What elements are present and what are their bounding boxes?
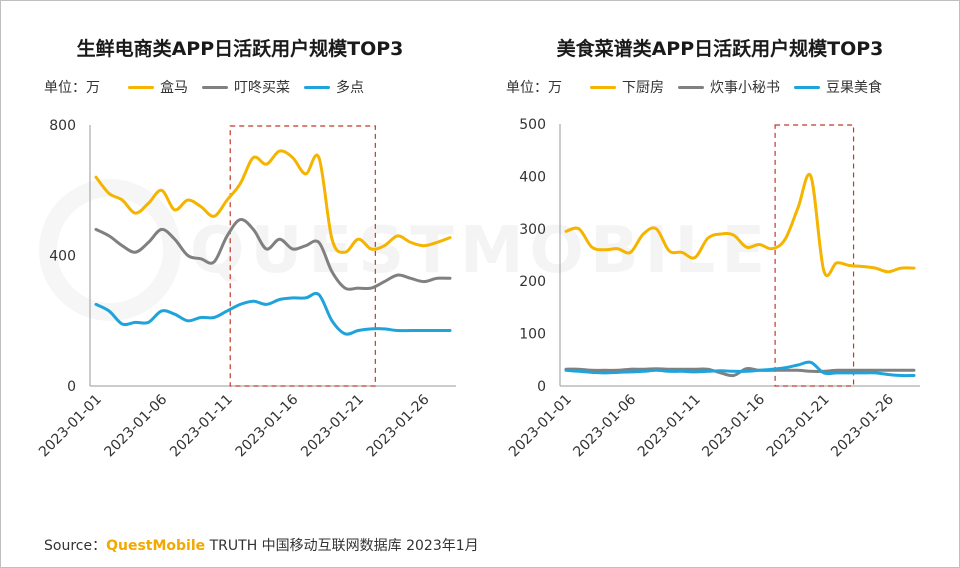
source-label: Source： [44,538,107,554]
chart-fresh-ecommerce: 生鲜电商类APP日活跃用户规模TOP3 单位：万 盒马 叮咚买菜 多点 0 400… [0,0,480,520]
legend-item: 炊事小秘书 [678,77,780,97]
legend-item: 多点 [304,77,364,97]
y-tick-label: 200 [519,274,546,290]
highlight-period-box [229,125,376,387]
y-tick-label: 100 [519,327,546,343]
legend-label: 多点 [336,80,364,96]
source-brand: QuestMobile [106,538,206,554]
x-tick-label: 2023-01-26 [828,391,897,460]
unit-label: 单位：万 [44,80,100,96]
x-tick-label: 2023-01-21 [764,392,833,461]
legend-swatch [590,85,616,89]
y-tick-label: 0 [537,379,546,395]
x-tick-label: 2023-01-16 [233,391,302,460]
x-tick-label: 2023-01-06 [570,391,639,460]
chart-recipe: 美食菜谱类APP日活跃用户规模TOP3 单位：万 下厨房 炊事小秘书 豆果美食 … [480,0,960,520]
x-tick-label: 2023-01-11 [167,392,236,461]
chart-title: 生鲜电商类APP日活跃用户规模TOP3 [76,38,404,60]
y-tick-label: 400 [49,249,76,265]
chart-title: 美食菜谱类APP日活跃用户规模TOP3 [556,38,884,60]
series-line [564,360,916,378]
series-line [94,218,452,291]
plot-area: 04008002023-01-012023-01-062023-01-11202… [36,118,456,461]
x-tick-label: 2023-01-01 [506,392,575,461]
source-note: Source：QuestMobile TRUTH 中国移动互联网数据库 2023… [44,535,479,555]
y-tick-label: 400 [519,169,546,185]
plot-area: 01002003004005002023-01-012023-01-062023… [506,117,920,461]
series-line [94,291,452,336]
legend-item: 豆果美食 [794,77,882,97]
x-tick-label: 2023-01-26 [364,391,433,460]
legend-swatch [304,85,330,89]
unit-label: 单位：万 [506,80,562,96]
legend-label: 炊事小秘书 [710,80,780,96]
y-tick-label: 300 [519,222,546,238]
legend-label: 豆果美食 [826,80,882,96]
source-text: TRUTH 中国移动互联网数据库 2023年1月 [209,538,479,554]
legend-item: 叮咚买菜 [202,77,290,97]
y-tick-label: 0 [67,379,76,395]
legend-label: 下厨房 [622,80,664,96]
legend: 盒马 叮咚买菜 多点 [128,77,364,97]
y-tick-label: 800 [49,118,76,134]
legend-item: 下厨房 [590,77,664,97]
x-tick-label: 2023-01-16 [699,391,768,460]
legend-swatch [678,85,704,89]
x-tick-label: 2023-01-11 [635,392,704,461]
x-tick-label: 2023-01-01 [36,392,105,461]
series-line [94,149,452,254]
highlight-period-box [774,124,855,387]
legend-item: 盒马 [128,77,188,97]
legend-swatch [794,85,820,89]
legend-label: 叮咚买菜 [234,80,290,96]
y-tick-label: 500 [519,117,546,133]
legend-swatch [202,85,228,89]
legend-label: 盒马 [160,80,188,96]
series-line [564,172,916,278]
legend-swatch [128,85,154,89]
legend: 下厨房 炊事小秘书 豆果美食 [590,77,882,97]
x-tick-label: 2023-01-21 [298,392,367,461]
x-tick-label: 2023-01-06 [102,391,171,460]
